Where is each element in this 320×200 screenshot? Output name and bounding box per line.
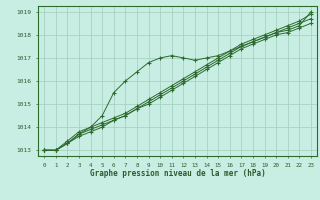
X-axis label: Graphe pression niveau de la mer (hPa): Graphe pression niveau de la mer (hPa) [90,169,266,178]
